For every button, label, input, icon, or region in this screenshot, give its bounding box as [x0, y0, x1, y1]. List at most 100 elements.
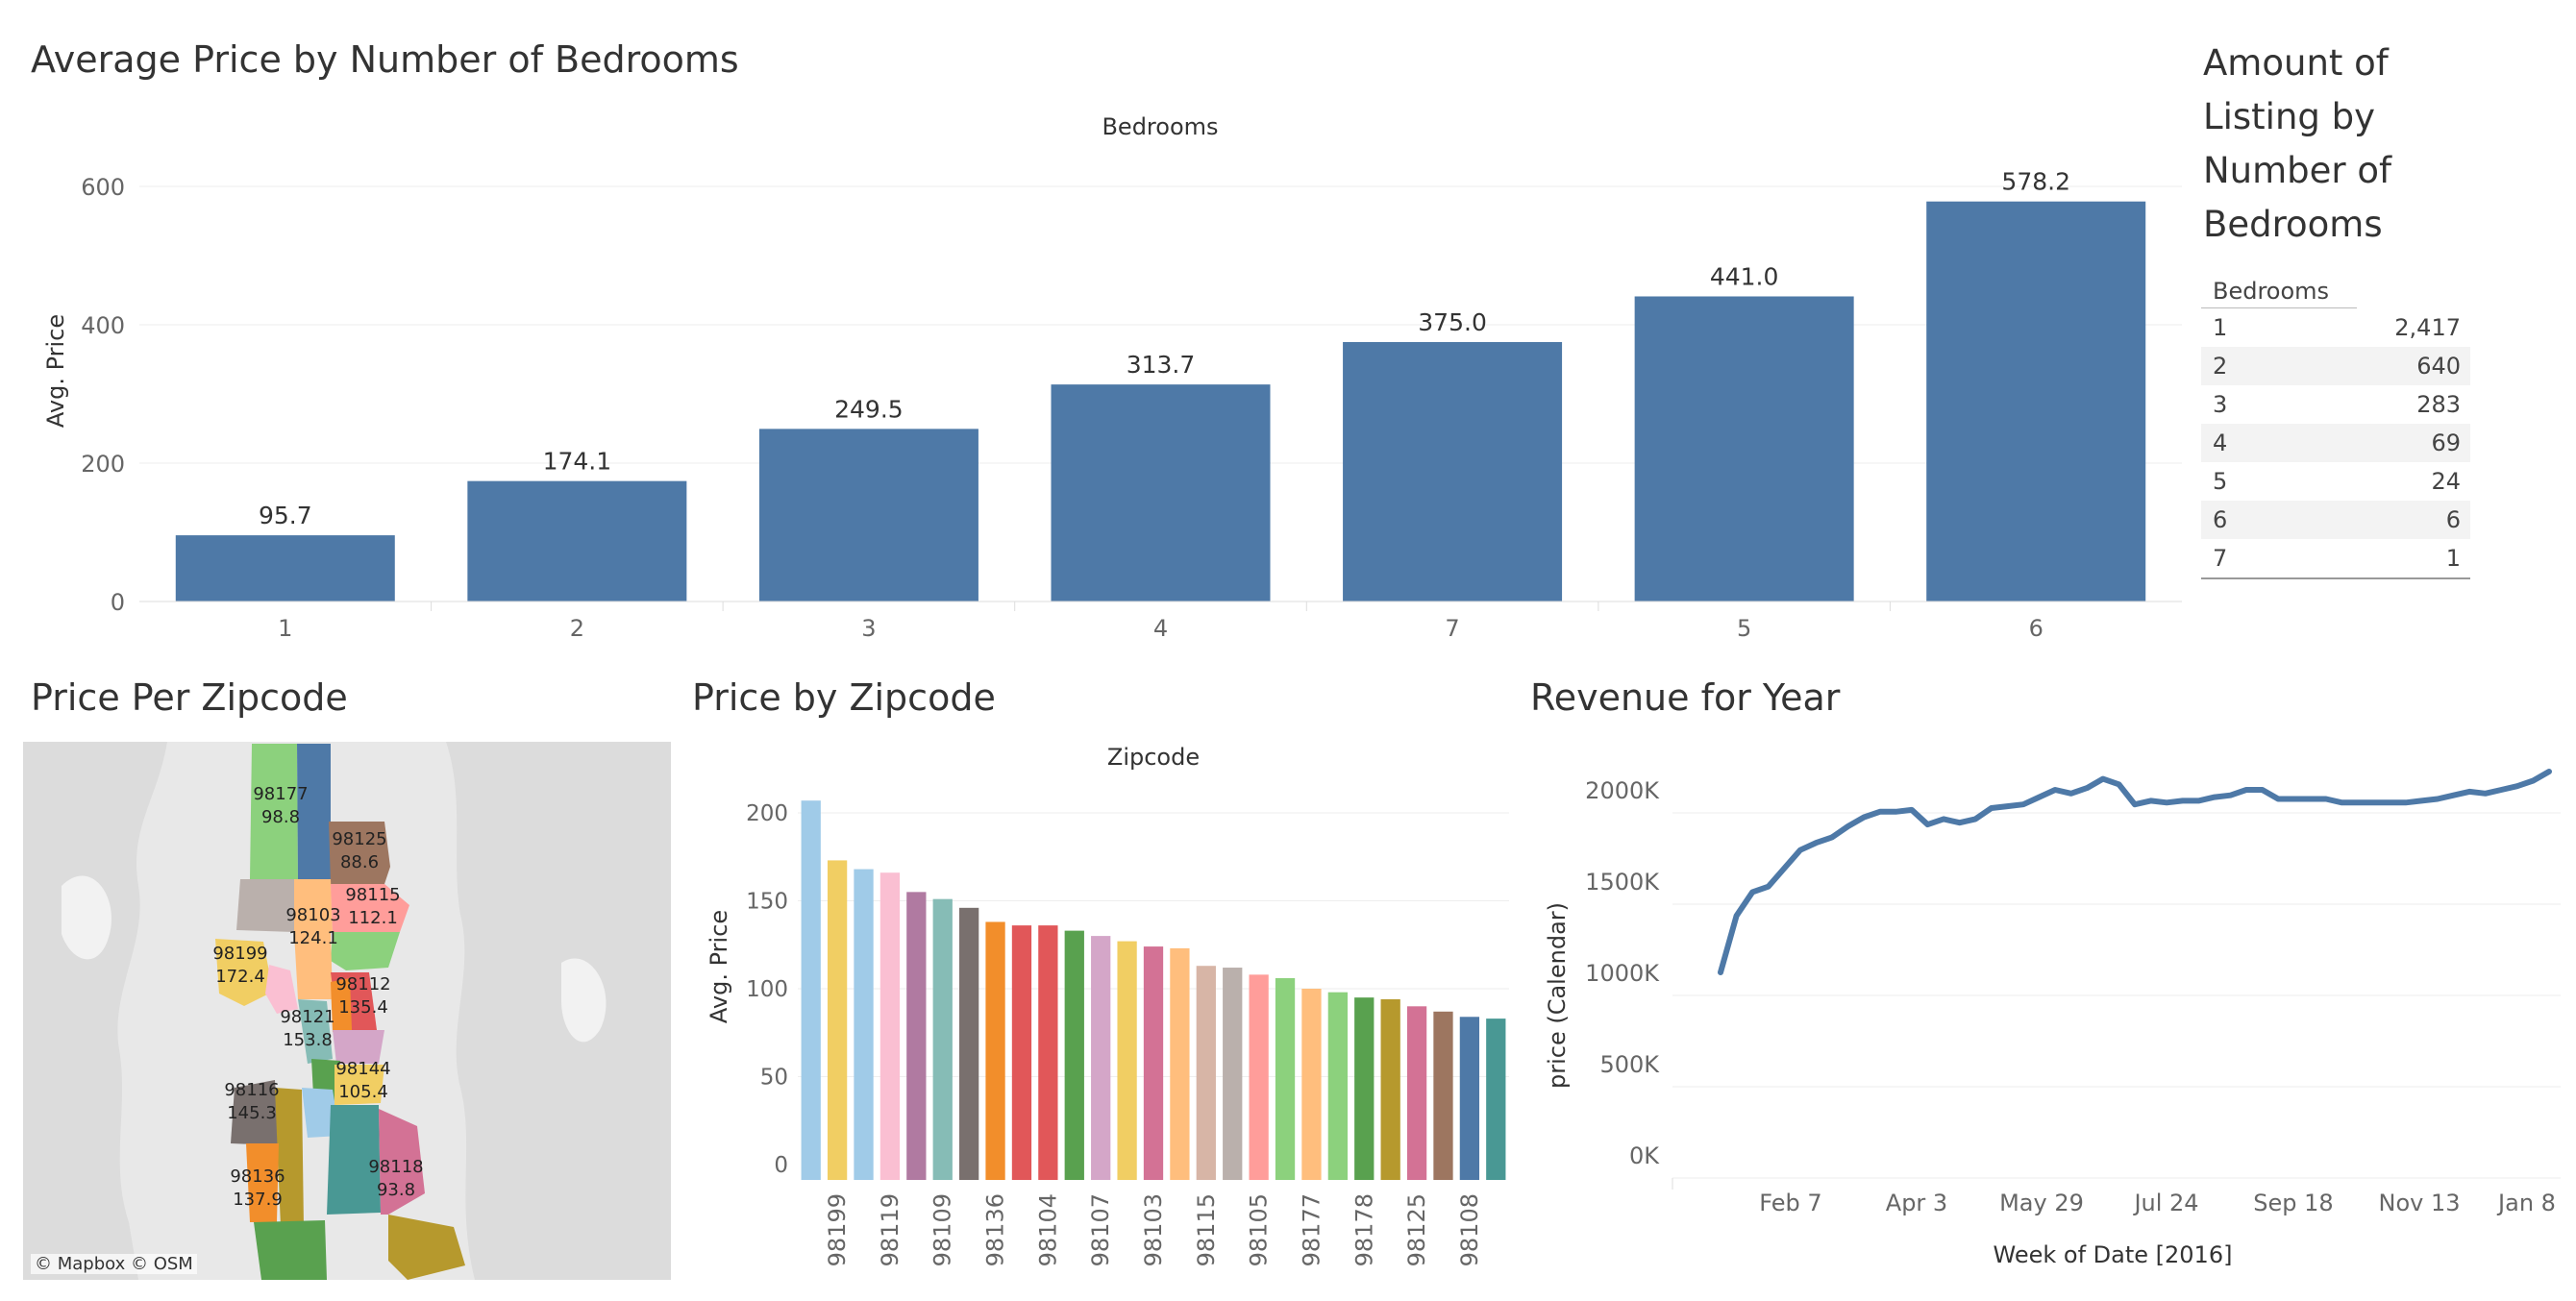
zipcode-bar[interactable]	[1011, 925, 1032, 1180]
bedrooms-column-header: Bedrooms	[1102, 113, 1218, 140]
map-shapes: 98177 98.8 98125 88.6 98103 124.1 98115 112.1 98…	[23, 742, 671, 1280]
listing-count-cell: 1	[2445, 545, 2461, 572]
zip-region-98178[interactable]	[388, 1215, 465, 1280]
bedrooms-x-tick-label: 5	[1737, 615, 1751, 642]
zipcode-bar[interactable]	[1301, 989, 1322, 1180]
listing-bedrooms-cell: 2	[2213, 353, 2228, 380]
map-price-label: 145.3	[227, 1103, 277, 1123]
revenue-x-tick-label: Sep 18	[2253, 1190, 2333, 1216]
zipcode-bar[interactable]	[1170, 947, 1190, 1180]
zip-region-98144[interactable]	[334, 1065, 384, 1105]
revenue-chart-title: Revenue for Year	[1530, 676, 1841, 719]
bedrooms-x-tick-label: 3	[861, 615, 876, 642]
zip-region-98118[interactable]	[379, 1109, 425, 1215]
bedrooms-bar[interactable]	[1926, 201, 2146, 602]
map-zip-label: 98177	[253, 784, 308, 804]
zipcode-bar[interactable]	[932, 898, 953, 1180]
zipcode-bar[interactable]	[959, 907, 979, 1180]
zip-region-98199[interactable]	[215, 939, 273, 1006]
zipcode-bar[interactable]	[1249, 974, 1269, 1180]
map-zip-label: 98103	[285, 905, 340, 925]
zipcode-map[interactable]: 98177 98.8 98125 88.6 98103 124.1 98115 112.1 98…	[23, 742, 671, 1280]
bedrooms-x-tick-label: 6	[2029, 615, 2043, 642]
zipcode-bar[interactable]	[1196, 966, 1216, 1180]
zipcode-x-tick-label: 98125	[1403, 1193, 1430, 1266]
zip-region-98119[interactable]	[265, 965, 298, 1014]
zip-region-98109[interactable]	[294, 932, 333, 999]
map-zip-label: 98116	[224, 1080, 279, 1100]
revenue-x-tick-label: May 29	[1999, 1190, 2084, 1216]
zipcode-bar-chart: Zipcode Avg. Price 0 50 100 150 200 98199 981…	[706, 744, 1509, 1266]
zipcode-bar[interactable]	[827, 860, 848, 1180]
bedrooms-y-axis-label: Avg. Price	[42, 314, 69, 428]
bedrooms-y-tick-label: 200	[81, 451, 125, 478]
zipcode-bar[interactable]	[1117, 941, 1137, 1180]
zipcode-bar[interactable]	[1486, 1019, 1506, 1180]
zip-region-98108[interactable]	[327, 1105, 381, 1215]
bedrooms-x-tick-label: 2	[570, 615, 584, 642]
zip-region-98116[interactable]	[231, 1080, 279, 1145]
zipcode-bar[interactable]	[1433, 1011, 1453, 1180]
bedrooms-bar[interactable]	[1343, 342, 1563, 601]
zip-region-98106[interactable]	[275, 1088, 304, 1227]
zipcode-bar[interactable]	[1354, 997, 1375, 1180]
bedrooms-bar[interactable]	[1051, 384, 1271, 601]
zipcode-bar[interactable]	[879, 872, 901, 1180]
zip-region-98146[interactable]	[254, 1220, 327, 1280]
listing-table-row: 5 24	[2201, 462, 2470, 501]
bedrooms-bar[interactable]	[467, 480, 687, 601]
zip-region-98136[interactable]	[246, 1143, 279, 1222]
zipcode-x-tick-label: 98177	[1298, 1193, 1325, 1266]
zip-region-98122[interactable]	[331, 978, 352, 1032]
revenue-y-tick-label: 0K	[1629, 1142, 1660, 1169]
map-price-label: 153.8	[283, 1030, 333, 1050]
bedrooms-bar-value-label: 313.7	[1127, 351, 1196, 379]
zip-region-98115[interactable]	[331, 884, 409, 932]
listing-count-cell: 69	[2431, 430, 2461, 456]
map-price-label: 112.1	[348, 908, 398, 928]
zipcode-bar[interactable]	[801, 800, 821, 1180]
zip-region-98102[interactable]	[333, 1030, 384, 1064]
bedrooms-bar[interactable]	[1634, 296, 1854, 601]
zip-region-98133[interactable]	[297, 744, 331, 881]
zip-region-98177[interactable]	[250, 744, 298, 881]
zipcode-bar[interactable]	[1406, 1006, 1427, 1180]
zip-region-98105[interactable]	[331, 932, 400, 970]
zipcode-bar[interactable]	[1091, 936, 1111, 1180]
bedrooms-bar-value-label: 375.0	[1418, 308, 1487, 336]
zipcode-bar[interactable]	[906, 892, 927, 1180]
bedrooms-bar[interactable]	[175, 535, 395, 601]
zip-region-98125[interactable]	[329, 822, 390, 884]
listing-count-cell: 24	[2431, 468, 2461, 495]
revenue-x-tick-label: Nov 13	[2378, 1190, 2460, 1216]
zip-region-98103[interactable]	[294, 879, 333, 932]
zipcode-bar[interactable]	[985, 921, 1005, 1180]
zipcode-bar[interactable]	[1038, 925, 1058, 1180]
zipcode-bar[interactable]	[1275, 978, 1296, 1180]
zipcode-bar[interactable]	[1380, 998, 1400, 1180]
map-price-label: 137.9	[233, 1190, 283, 1210]
zipcode-bar[interactable]	[1459, 1017, 1480, 1180]
zipcode-column-header: Zipcode	[1107, 744, 1200, 771]
bedrooms-bar-value-label: 174.1	[543, 448, 612, 476]
zipcode-bar[interactable]	[1223, 968, 1243, 1180]
revenue-y-tick-label: 500K	[1599, 1051, 1660, 1078]
zip-region-98121[interactable]	[298, 999, 333, 1064]
map-price-label: 172.4	[215, 967, 265, 987]
zipcode-bar[interactable]	[1064, 930, 1084, 1180]
map-zip-label: 98144	[335, 1059, 390, 1079]
zipcode-bar[interactable]	[854, 869, 874, 1180]
zip-region-98107[interactable]	[236, 879, 294, 932]
bedrooms-bar-value-label: 95.7	[259, 502, 312, 529]
zipcode-bar[interactable]	[1143, 946, 1164, 1180]
zipcode-y-axis-label: Avg. Price	[706, 910, 732, 1023]
listing-bedrooms-cell: 3	[2213, 391, 2228, 418]
zipcode-x-tick-label: 98107	[1087, 1193, 1114, 1266]
listing-table-title: Amount of Listing by Number of Bedrooms	[2203, 42, 2392, 245]
zipcode-x-tick-label: 98115	[1193, 1193, 1220, 1266]
revenue-series-line	[1718, 769, 2552, 975]
bedrooms-bar[interactable]	[758, 429, 978, 601]
map-zip-label: 98118	[368, 1157, 423, 1177]
zipcode-bar[interactable]	[1327, 992, 1348, 1180]
listing-bedrooms-cell: 6	[2213, 506, 2228, 533]
